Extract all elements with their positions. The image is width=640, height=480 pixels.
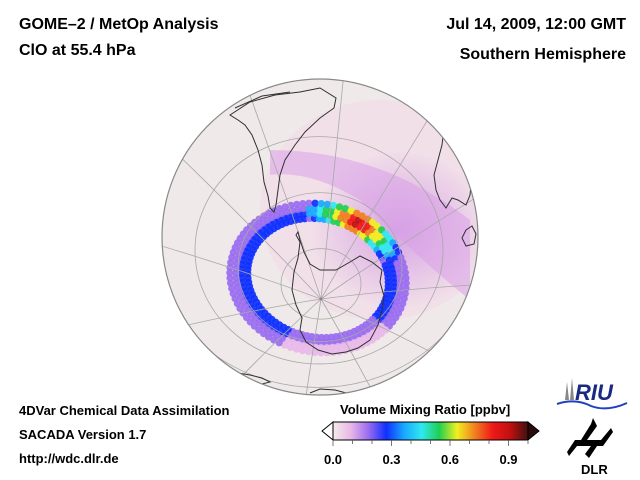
dlr-emblem-icon <box>567 418 613 458</box>
clo-cell <box>281 203 289 211</box>
vortex-ring <box>226 199 410 357</box>
clo-cell <box>335 203 344 211</box>
globe-outline <box>161 78 479 396</box>
clo-cell <box>227 279 235 287</box>
coast-south-america-north <box>234 91 291 109</box>
meridian-line <box>320 112 478 300</box>
cathedral-icon <box>565 378 574 400</box>
clo-cell <box>402 274 410 282</box>
clo-cell <box>389 269 397 278</box>
latitude-circle <box>237 192 403 342</box>
clo-cell <box>281 341 289 349</box>
clo-cell <box>226 274 234 282</box>
analysis-datetime: Jul 14, 2009, 12:00 GMT <box>446 16 626 33</box>
clo-cell <box>298 347 307 355</box>
globe-map <box>161 78 479 396</box>
dlr-logo: DLR <box>567 418 613 475</box>
clo-cell <box>305 209 313 217</box>
logos: RIU DLR <box>556 378 628 475</box>
colorbar-tick-label: 0.9 <box>499 452 518 467</box>
colorbar-tick-marks <box>332 440 529 446</box>
version-label: SACADA Version 1.7 <box>19 427 147 442</box>
clo-cell <box>305 199 313 207</box>
clo-cell <box>317 344 325 352</box>
colorbar-tick-label: 0.3 <box>382 452 401 467</box>
colorbar <box>321 420 540 446</box>
clo-cell <box>341 205 349 213</box>
clo-cell <box>329 201 338 209</box>
coast-south-america <box>229 87 337 213</box>
clo-cell <box>317 200 325 208</box>
clo-cell <box>293 200 301 208</box>
clo-cell <box>311 199 319 207</box>
colorbar-gradient <box>332 421 529 441</box>
hemisphere-label: Southern Hemisphere <box>459 46 626 63</box>
latitude-circle <box>162 79 478 388</box>
latitude-circle <box>280 248 362 320</box>
method-label: 4DVar Chemical Data Assimilation <box>19 403 230 418</box>
clo-cell <box>311 209 319 217</box>
colorbar-extend-high <box>527 420 540 442</box>
river-wave-icon <box>556 400 628 410</box>
clo-cell <box>353 209 361 217</box>
clo-cell <box>226 269 234 277</box>
meridian-line <box>320 276 478 300</box>
south-pole-marker <box>319 297 323 301</box>
meridian-line <box>320 79 478 300</box>
riu-logo-text: RIU <box>575 380 614 405</box>
meridian-line <box>320 79 360 300</box>
meridian-line <box>320 298 448 395</box>
clo-cell <box>275 205 284 213</box>
clo-cell <box>402 279 410 287</box>
colorbar-title: Volume Mixing Ratio [ppbv] <box>340 402 511 417</box>
clo-cell <box>323 339 331 347</box>
clo-cell <box>299 200 307 208</box>
clo-cell <box>292 345 301 353</box>
clo-cell <box>311 204 319 212</box>
riu-logo: RIU <box>556 378 628 410</box>
clo-cell <box>347 207 355 215</box>
meridian-line <box>282 298 322 395</box>
latitude-circle <box>194 136 444 365</box>
meridian-line <box>162 200 322 300</box>
clo-cell <box>287 343 295 351</box>
purple-arc-band <box>270 150 470 300</box>
coast-antarctica <box>291 230 385 355</box>
clo-cell <box>383 270 391 278</box>
website-link[interactable]: http://wdc.dlr.de <box>19 451 119 466</box>
clo-cell <box>323 200 331 208</box>
product-title: GOME–2 / MetOp Analysis <box>19 16 219 33</box>
clo-cell <box>401 269 409 277</box>
clo-cell <box>329 348 337 356</box>
species-level-label: ClO at 55.4 hPa <box>19 42 136 59</box>
clo-cell <box>305 348 313 356</box>
dlr-logo-text: DLR <box>581 462 608 475</box>
clo-cell <box>323 344 331 352</box>
colorbar-extend-low <box>321 420 334 442</box>
colorbar-tick-label: 0.6 <box>440 452 460 467</box>
clo-cell <box>317 339 325 347</box>
meridian-line <box>162 298 322 366</box>
clo-cell <box>358 212 366 220</box>
colorbar-tick-label: 0.0 <box>323 452 343 467</box>
clo-cell <box>287 201 295 209</box>
clo-cell <box>305 204 313 212</box>
coast-madagascar <box>461 225 477 247</box>
